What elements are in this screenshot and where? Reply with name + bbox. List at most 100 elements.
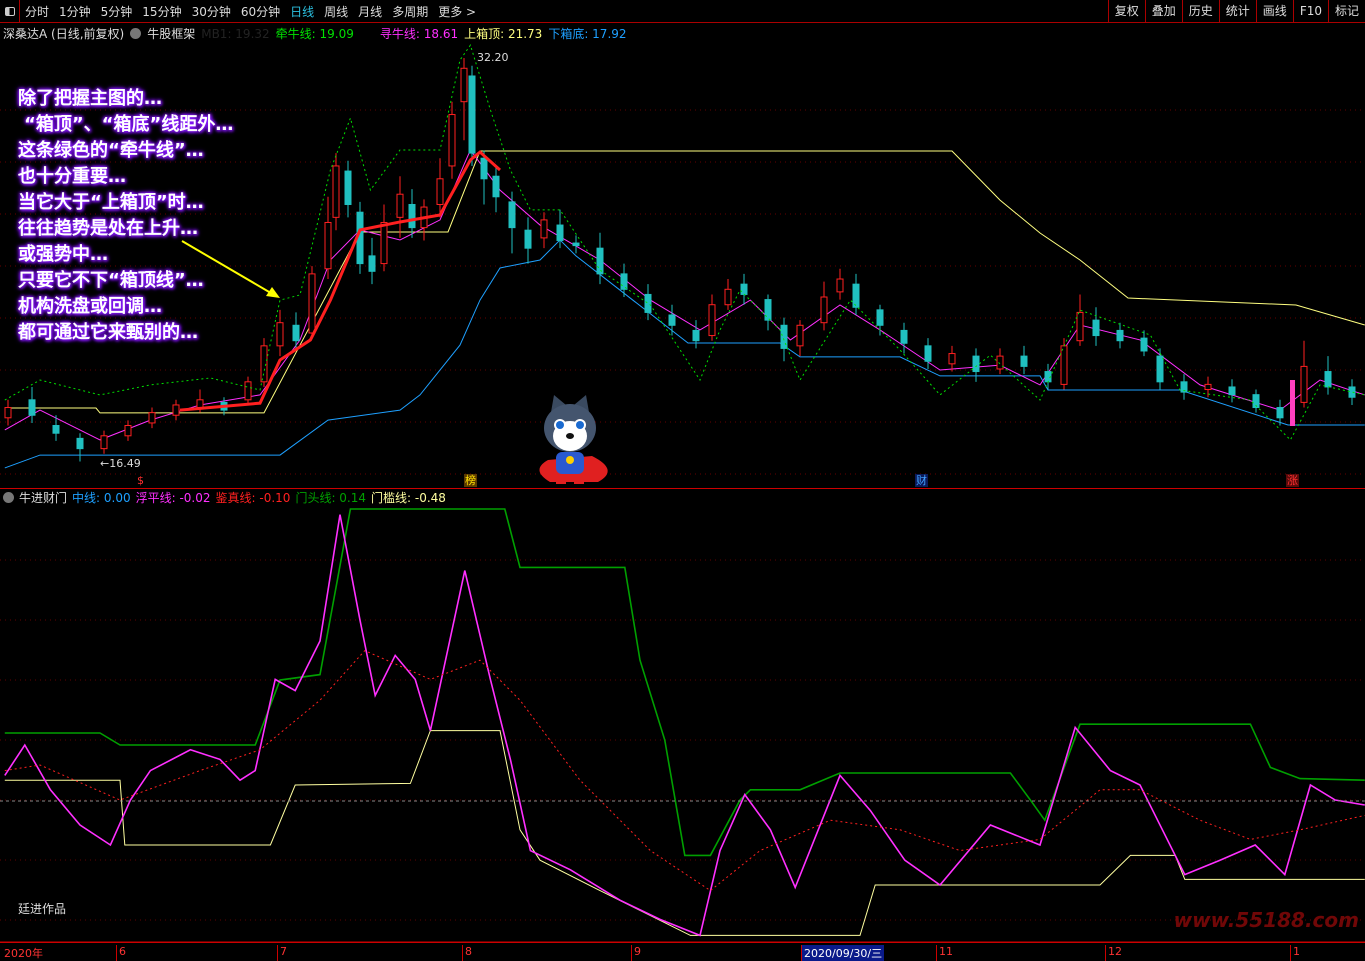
candle-body xyxy=(52,425,60,434)
marker-cai[interactable]: 财 xyxy=(915,474,928,487)
right-toolbar: 复权 叠加 历史 统计 画线 F10 标记 xyxy=(1107,0,1365,23)
watermark-logo: www.55188.com xyxy=(1173,908,1359,932)
candle-body xyxy=(1140,337,1148,352)
candle-body xyxy=(852,283,860,308)
marker-dollar[interactable]: $ xyxy=(137,474,144,487)
sub-chart-legend: 牛进财门 中线: 0.00 浮平线: -0.02 鉴真线: -0.10 门头线: 0.1… xyxy=(3,489,451,506)
period-tab[interactable]: 月线 xyxy=(358,4,383,19)
arrow-head-icon xyxy=(266,287,280,298)
period-tab[interactable]: 多周期 xyxy=(392,4,429,19)
candle-body xyxy=(820,296,828,324)
legend-xunniu: 寻牛线: 18.61 xyxy=(379,27,459,41)
candle-body xyxy=(692,329,700,342)
candle-body xyxy=(1300,365,1308,403)
candle-body xyxy=(572,242,580,247)
candle-body xyxy=(344,170,352,205)
candle-body xyxy=(1324,371,1332,388)
candle-body xyxy=(28,399,36,416)
candle-body xyxy=(332,165,340,218)
toolbar-button[interactable]: 画线 xyxy=(1255,0,1293,23)
annotation-line: 只要它不下“箱顶线”… xyxy=(18,270,204,291)
sub-line-浮平线 xyxy=(4,514,1365,937)
husky-mascot-image xyxy=(539,395,608,484)
sub-indicator-name[interactable]: 牛进财门 xyxy=(19,491,68,505)
low-price-value: 16.49 xyxy=(109,457,141,470)
toolbar-button[interactable]: 统计 xyxy=(1218,0,1256,23)
annotation-line: 除了把握主图的… xyxy=(18,88,162,109)
candle-body xyxy=(1020,355,1028,367)
stock-name[interactable]: 深桑达A (日线,前复权) xyxy=(3,27,125,41)
toolbar-button[interactable]: 标记 xyxy=(1327,0,1365,23)
candle-body xyxy=(436,178,444,205)
candle-body xyxy=(1092,319,1100,337)
period-tab[interactable]: 日线 xyxy=(290,4,315,19)
indicator-settings-icon[interactable] xyxy=(130,28,142,39)
candle-body xyxy=(836,278,844,293)
legend-zhongxian: 中线: 0.00 xyxy=(72,491,131,505)
sub-line-门头线 xyxy=(4,508,1365,857)
candle-body xyxy=(1348,386,1356,398)
indicator-name[interactable]: 牛股框架 xyxy=(147,27,196,41)
period-tab[interactable]: 30分钟 xyxy=(191,4,231,19)
candle-body xyxy=(308,273,316,334)
candle-body xyxy=(480,157,488,180)
annotation-line: 都可通过它来甄别的… xyxy=(18,322,198,343)
panel-icon xyxy=(4,6,15,16)
indicator-settings-icon[interactable] xyxy=(3,492,14,503)
axis-label: 8 xyxy=(462,945,472,961)
toolbar-button[interactable]: 复权 xyxy=(1107,0,1145,23)
marker-bang[interactable]: 榜 xyxy=(464,474,477,487)
candle-body xyxy=(644,293,652,313)
period-tab[interactable]: 1分钟 xyxy=(59,4,91,19)
candle-body xyxy=(1276,407,1284,419)
author-signature: 廷进作品 xyxy=(18,902,67,916)
candle-body xyxy=(396,193,404,218)
period-tab[interactable]: 周线 xyxy=(324,4,349,19)
candle-body xyxy=(260,345,268,383)
axis-label: 2020年 xyxy=(4,947,43,960)
low-price-label: ←16.49 xyxy=(100,457,141,470)
toolbar-button[interactable]: 历史 xyxy=(1181,0,1219,23)
main-chart-legend: 深桑达A (日线,前复权) 牛股框架 MB1: 19.32 牵牛线: 19.09 寻牛线… xyxy=(3,25,633,41)
signal-bar xyxy=(1290,380,1295,426)
candle-body xyxy=(948,353,956,365)
period-tab[interactable]: 分时 xyxy=(25,4,50,19)
period-tab[interactable]: 60分钟 xyxy=(240,4,281,19)
toolbar-button[interactable]: 叠加 xyxy=(1144,0,1182,23)
period-tab[interactable]: 15分钟 xyxy=(142,4,182,19)
main-line-牵牛线 xyxy=(4,44,1365,441)
candle-body xyxy=(448,114,456,167)
menu-toggle-button[interactable] xyxy=(0,0,20,23)
candle-body xyxy=(1204,383,1212,391)
candle-body xyxy=(172,404,180,416)
candle-body xyxy=(620,273,628,290)
candle-body xyxy=(380,221,388,265)
candle-body xyxy=(708,304,716,337)
axis-label: 7 xyxy=(277,945,287,961)
candle-body xyxy=(796,324,804,347)
candle-body xyxy=(368,255,376,272)
panel-divider[interactable] xyxy=(0,488,1365,489)
period-tab[interactable]: 更多 > xyxy=(438,4,477,19)
candle-body xyxy=(996,355,1004,370)
candle-body xyxy=(1252,394,1260,409)
legend-qianniu: 牵牛线: 19.09 xyxy=(275,27,354,41)
candle-body xyxy=(972,355,980,373)
high-price-label: 32.20 xyxy=(477,51,509,64)
candle-body xyxy=(1116,329,1124,342)
legend-mentouxian: 门头线: 0.14 xyxy=(295,491,367,505)
sub-line-门槛线 xyxy=(4,730,1365,936)
qianniu-highlight-line xyxy=(179,150,502,412)
candle-body xyxy=(460,67,468,103)
period-tab[interactable]: 5分钟 xyxy=(100,4,133,19)
sub-line-鉴真线 xyxy=(4,649,1365,892)
marker-zhang[interactable]: 涨 xyxy=(1286,474,1299,487)
candle-body xyxy=(276,322,284,347)
toolbar-button[interactable]: F10 xyxy=(1292,0,1328,23)
annotation-line: 也十分重要… xyxy=(18,166,126,187)
annotation-line: 当它大于“上箱顶”时… xyxy=(18,192,204,213)
annotation-line: 这条绿色的“牵牛线”… xyxy=(18,140,204,161)
axis-label: 6 xyxy=(116,945,126,961)
annotation-line: 机构洗盘或回调… xyxy=(18,296,162,317)
